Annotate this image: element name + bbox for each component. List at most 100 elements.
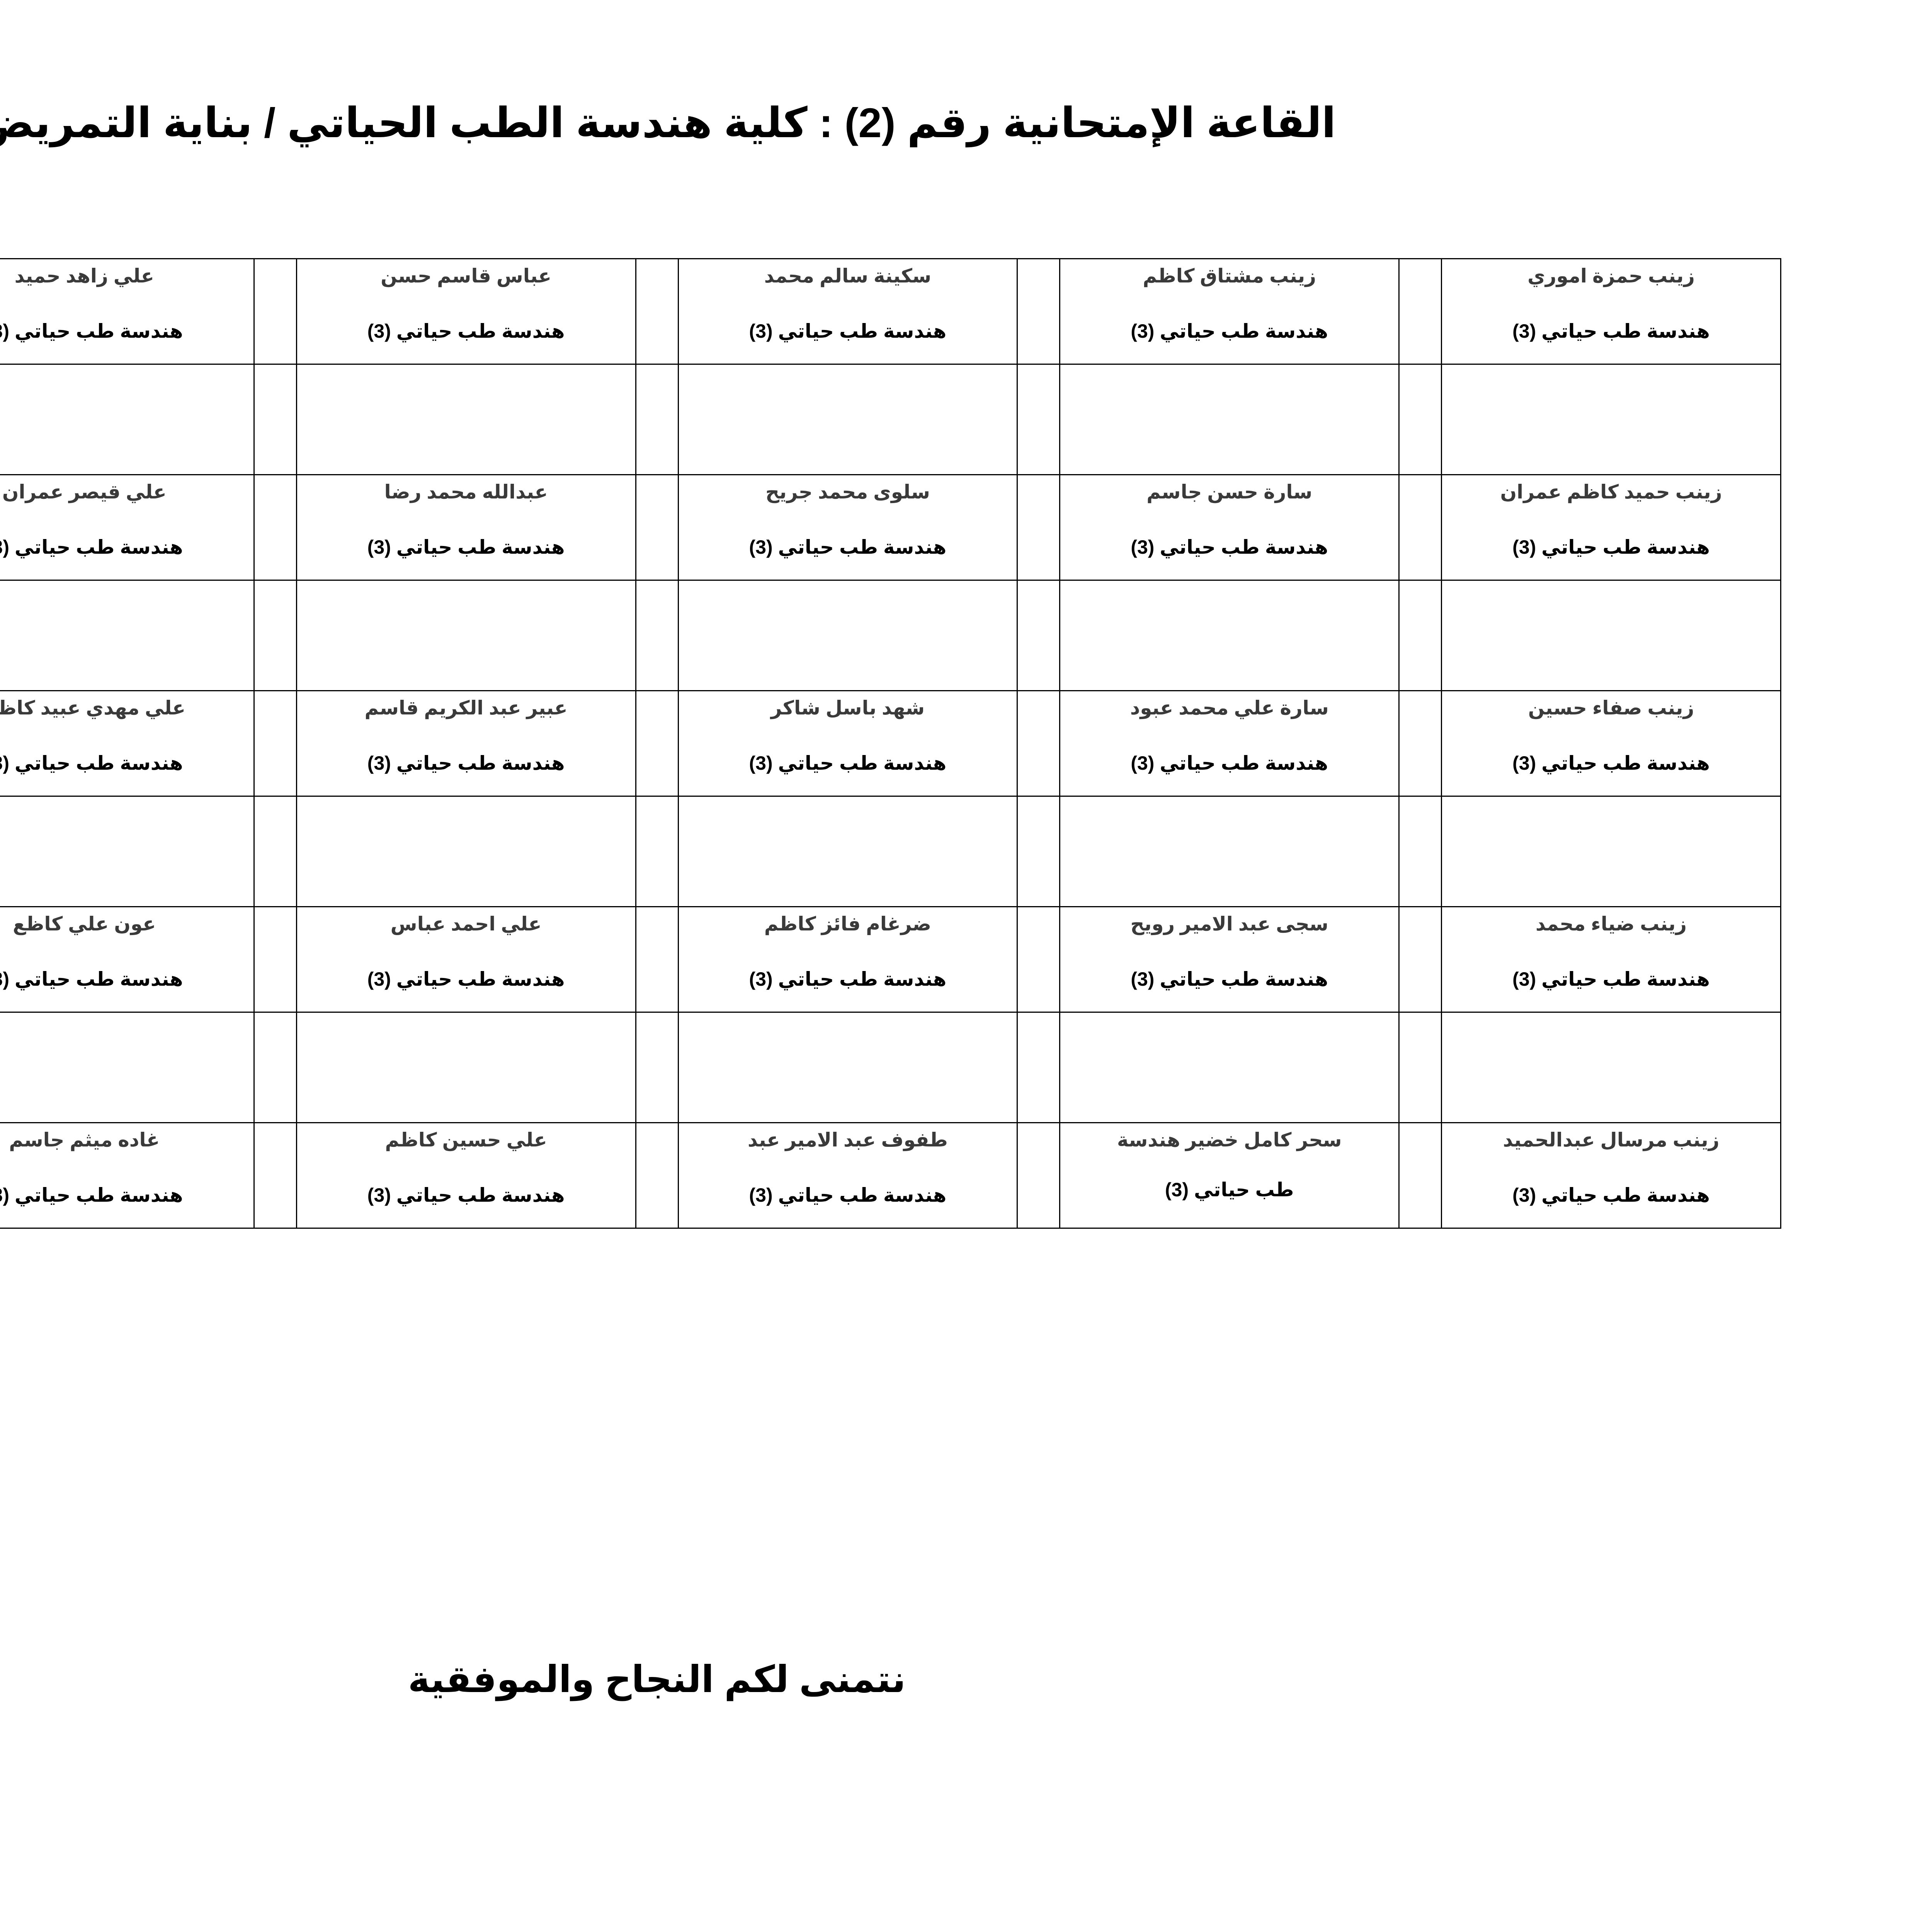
empty-cell bbox=[1059, 364, 1400, 475]
student-cell[interactable]: زينب مشتاق كاظم هندسة طب حياتي (3) bbox=[1059, 258, 1400, 365]
spacer-cell bbox=[635, 906, 679, 1013]
student-cell[interactable]: طفوف عبد الامير عبد هندسة طب حياتي (3) bbox=[677, 1122, 1018, 1229]
student-cell[interactable]: سارة حسن جاسم هندسة طب حياتي (3) bbox=[1059, 474, 1400, 581]
empty-cell-content bbox=[679, 582, 1016, 690]
spacer-cell bbox=[1398, 906, 1442, 1013]
student-cell[interactable]: علي مهدي عبيد كاظم هندسة طب حياتي (3) bbox=[0, 690, 255, 797]
student-department: هندسة طب حياتي (3) bbox=[367, 752, 565, 774]
student-cell[interactable]: سجى عبد الامير رويح هندسة طب حياتي (3) bbox=[1059, 906, 1400, 1013]
spacer-cell-content bbox=[255, 1124, 295, 1227]
empty-cell-content bbox=[255, 798, 295, 906]
student-cell[interactable]: سكينة سالم محمد هندسة طب حياتي (3) bbox=[677, 258, 1018, 365]
student-cell[interactable]: شهد باسل شاكر هندسة طب حياتي (3) bbox=[677, 690, 1018, 797]
empty-cell-content bbox=[255, 1014, 295, 1122]
student-cell-content: علي احمد عباس هندسة طب حياتي (3) bbox=[298, 908, 634, 1011]
student-cell-content: علي حسين كاظم هندسة طب حياتي (3) bbox=[298, 1124, 634, 1227]
spacer-cell bbox=[1017, 796, 1061, 907]
student-name: علي قيصر عمران bbox=[2, 481, 167, 503]
table-row: زينب حمزة اموري هندسة طب حياتي (3) زينب مش… bbox=[0, 258, 1781, 365]
student-name: علي مهدي عبيد كاظم bbox=[0, 697, 186, 719]
student-cell[interactable]: زينب حميد كاظم عمران هندسة طب حياتي (3) bbox=[1441, 474, 1781, 581]
spacer-cell bbox=[253, 796, 297, 907]
student-cell[interactable]: زينب صفاء حسين هندسة طب حياتي (3) bbox=[1441, 690, 1781, 797]
spacer-cell bbox=[1017, 690, 1061, 797]
student-cell[interactable]: علي قيصر عمران هندسة طب حياتي (3) bbox=[0, 474, 255, 581]
student-department: هندسة طب حياتي (3) bbox=[749, 1184, 947, 1206]
empty-cell-content bbox=[1061, 366, 1398, 474]
spacer-cell-content bbox=[1400, 692, 1440, 795]
spacer-cell bbox=[253, 580, 297, 691]
empty-cell-content bbox=[1061, 582, 1398, 690]
student-department: هندسة طب حياتي (3) bbox=[1131, 968, 1328, 990]
empty-cell bbox=[1441, 580, 1781, 691]
student-cell[interactable]: سارة علي محمد عبود هندسة طب حياتي (3) bbox=[1059, 690, 1400, 797]
seating-table: زينب حمزة اموري هندسة طب حياتي (3) زينب مش… bbox=[0, 258, 1781, 1229]
student-cell-content: عبير عبد الكريم قاسم هندسة طب حياتي (3) bbox=[298, 692, 634, 795]
table-row: زينب مرسال عبدالحميد هندسة طب حياتي (3) سح… bbox=[0, 1122, 1781, 1229]
student-name: ضرغام فائز كاظم bbox=[764, 913, 932, 935]
student-cell[interactable]: علي احمد عباس هندسة طب حياتي (3) bbox=[296, 906, 636, 1013]
empty-cell-content bbox=[298, 1014, 634, 1122]
empty-cell-content bbox=[1400, 798, 1440, 906]
spacer-cell-content bbox=[637, 260, 677, 363]
spacer-cell-content bbox=[1400, 1124, 1440, 1227]
empty-cell bbox=[677, 796, 1018, 907]
empty-cell-content bbox=[1019, 798, 1059, 906]
empty-cell bbox=[1441, 796, 1781, 907]
student-department: هندسة طب حياتي (3) bbox=[1512, 968, 1710, 990]
spacer-cell-content bbox=[255, 476, 295, 579]
student-cell-content: غاده ميثم جاسم هندسة طب حياتي (3) bbox=[0, 1124, 253, 1227]
empty-cell-content bbox=[1400, 366, 1440, 474]
empty-cell-content bbox=[1061, 798, 1398, 906]
student-cell[interactable]: زينب حمزة اموري هندسة طب حياتي (3) bbox=[1441, 258, 1781, 365]
student-department: هندسة طب حياتي (3) bbox=[367, 1184, 565, 1206]
student-cell-content: سلوى محمد جريح هندسة طب حياتي (3) bbox=[679, 476, 1016, 579]
student-cell[interactable]: علي زاهد حميد هندسة طب حياتي (3) bbox=[0, 258, 255, 365]
student-name: سجى عبد الامير رويح bbox=[1130, 913, 1328, 935]
spacer-cell bbox=[1398, 364, 1442, 475]
student-department: هندسة طب حياتي (3) bbox=[1131, 752, 1328, 774]
student-cell[interactable]: عون علي كاظع هندسة طب حياتي (3) bbox=[0, 906, 255, 1013]
empty-cell-content bbox=[1443, 798, 1780, 906]
empty-cell-content bbox=[0, 366, 253, 474]
student-department: هندسة طب حياتي (3) bbox=[367, 536, 565, 558]
student-name: غاده ميثم جاسم bbox=[9, 1129, 160, 1151]
student-cell-content: زينب صفاء حسين هندسة طب حياتي (3) bbox=[1443, 692, 1780, 795]
spacer-cell-content bbox=[1019, 260, 1059, 363]
table-row: زينب ضياء محمد هندسة طب حياتي (3) سجى عبد … bbox=[0, 906, 1781, 1013]
empty-cell-content bbox=[298, 798, 634, 906]
student-cell[interactable]: عبير عبد الكريم قاسم هندسة طب حياتي (3) bbox=[296, 690, 636, 797]
student-cell[interactable]: عباس قاسم حسن هندسة طب حياتي (3) bbox=[296, 258, 636, 365]
student-cell-content: سارة علي محمد عبود هندسة طب حياتي (3) bbox=[1061, 692, 1398, 795]
student-department: هندسة طب حياتي (3) bbox=[749, 320, 947, 342]
spacer-cell bbox=[1398, 796, 1442, 907]
spacer-cell bbox=[253, 690, 297, 797]
student-cell[interactable]: سحر كامل خضير هندسة طب حياتي (3) bbox=[1059, 1122, 1400, 1229]
spacer-cell bbox=[635, 690, 679, 797]
spacer-cell bbox=[1017, 1012, 1061, 1123]
student-cell[interactable]: زينب مرسال عبدالحميد هندسة طب حياتي (3) bbox=[1441, 1122, 1781, 1229]
spacer-cell bbox=[1017, 258, 1061, 365]
student-cell[interactable]: علي حسين كاظم هندسة طب حياتي (3) bbox=[296, 1122, 636, 1229]
student-cell[interactable]: زينب ضياء محمد هندسة طب حياتي (3) bbox=[1441, 906, 1781, 1013]
empty-cell-content bbox=[1019, 1014, 1059, 1122]
empty-cell-content bbox=[637, 1014, 677, 1122]
spacer-cell bbox=[635, 796, 679, 907]
spacer-cell-content bbox=[1400, 260, 1440, 363]
student-cell-content: زينب مرسال عبدالحميد هندسة طب حياتي (3) bbox=[1443, 1124, 1780, 1227]
spacer-cell-content bbox=[637, 1124, 677, 1227]
student-cell-content: سحر كامل خضير هندسة طب حياتي (3) bbox=[1061, 1124, 1398, 1227]
student-name: عباس قاسم حسن bbox=[381, 265, 552, 287]
spacer-cell bbox=[1017, 364, 1061, 475]
student-cell[interactable]: ضرغام فائز كاظم هندسة طب حياتي (3) bbox=[677, 906, 1018, 1013]
spacer-cell bbox=[1398, 474, 1442, 581]
student-cell[interactable]: سلوى محمد جريح هندسة طب حياتي (3) bbox=[677, 474, 1018, 581]
spacer-cell bbox=[1017, 474, 1061, 581]
student-department: هندسة طب حياتي (3) bbox=[1512, 536, 1710, 558]
student-cell[interactable]: غاده ميثم جاسم هندسة طب حياتي (3) bbox=[0, 1122, 255, 1229]
student-name: زينب مرسال عبدالحميد bbox=[1503, 1129, 1719, 1151]
spacer-cell bbox=[253, 1012, 297, 1123]
student-department: هندسة طب حياتي (3) bbox=[749, 752, 947, 774]
student-name: زينب صفاء حسين bbox=[1528, 697, 1694, 719]
student-cell[interactable]: عبدالله محمد رضا هندسة طب حياتي (3) bbox=[296, 474, 636, 581]
